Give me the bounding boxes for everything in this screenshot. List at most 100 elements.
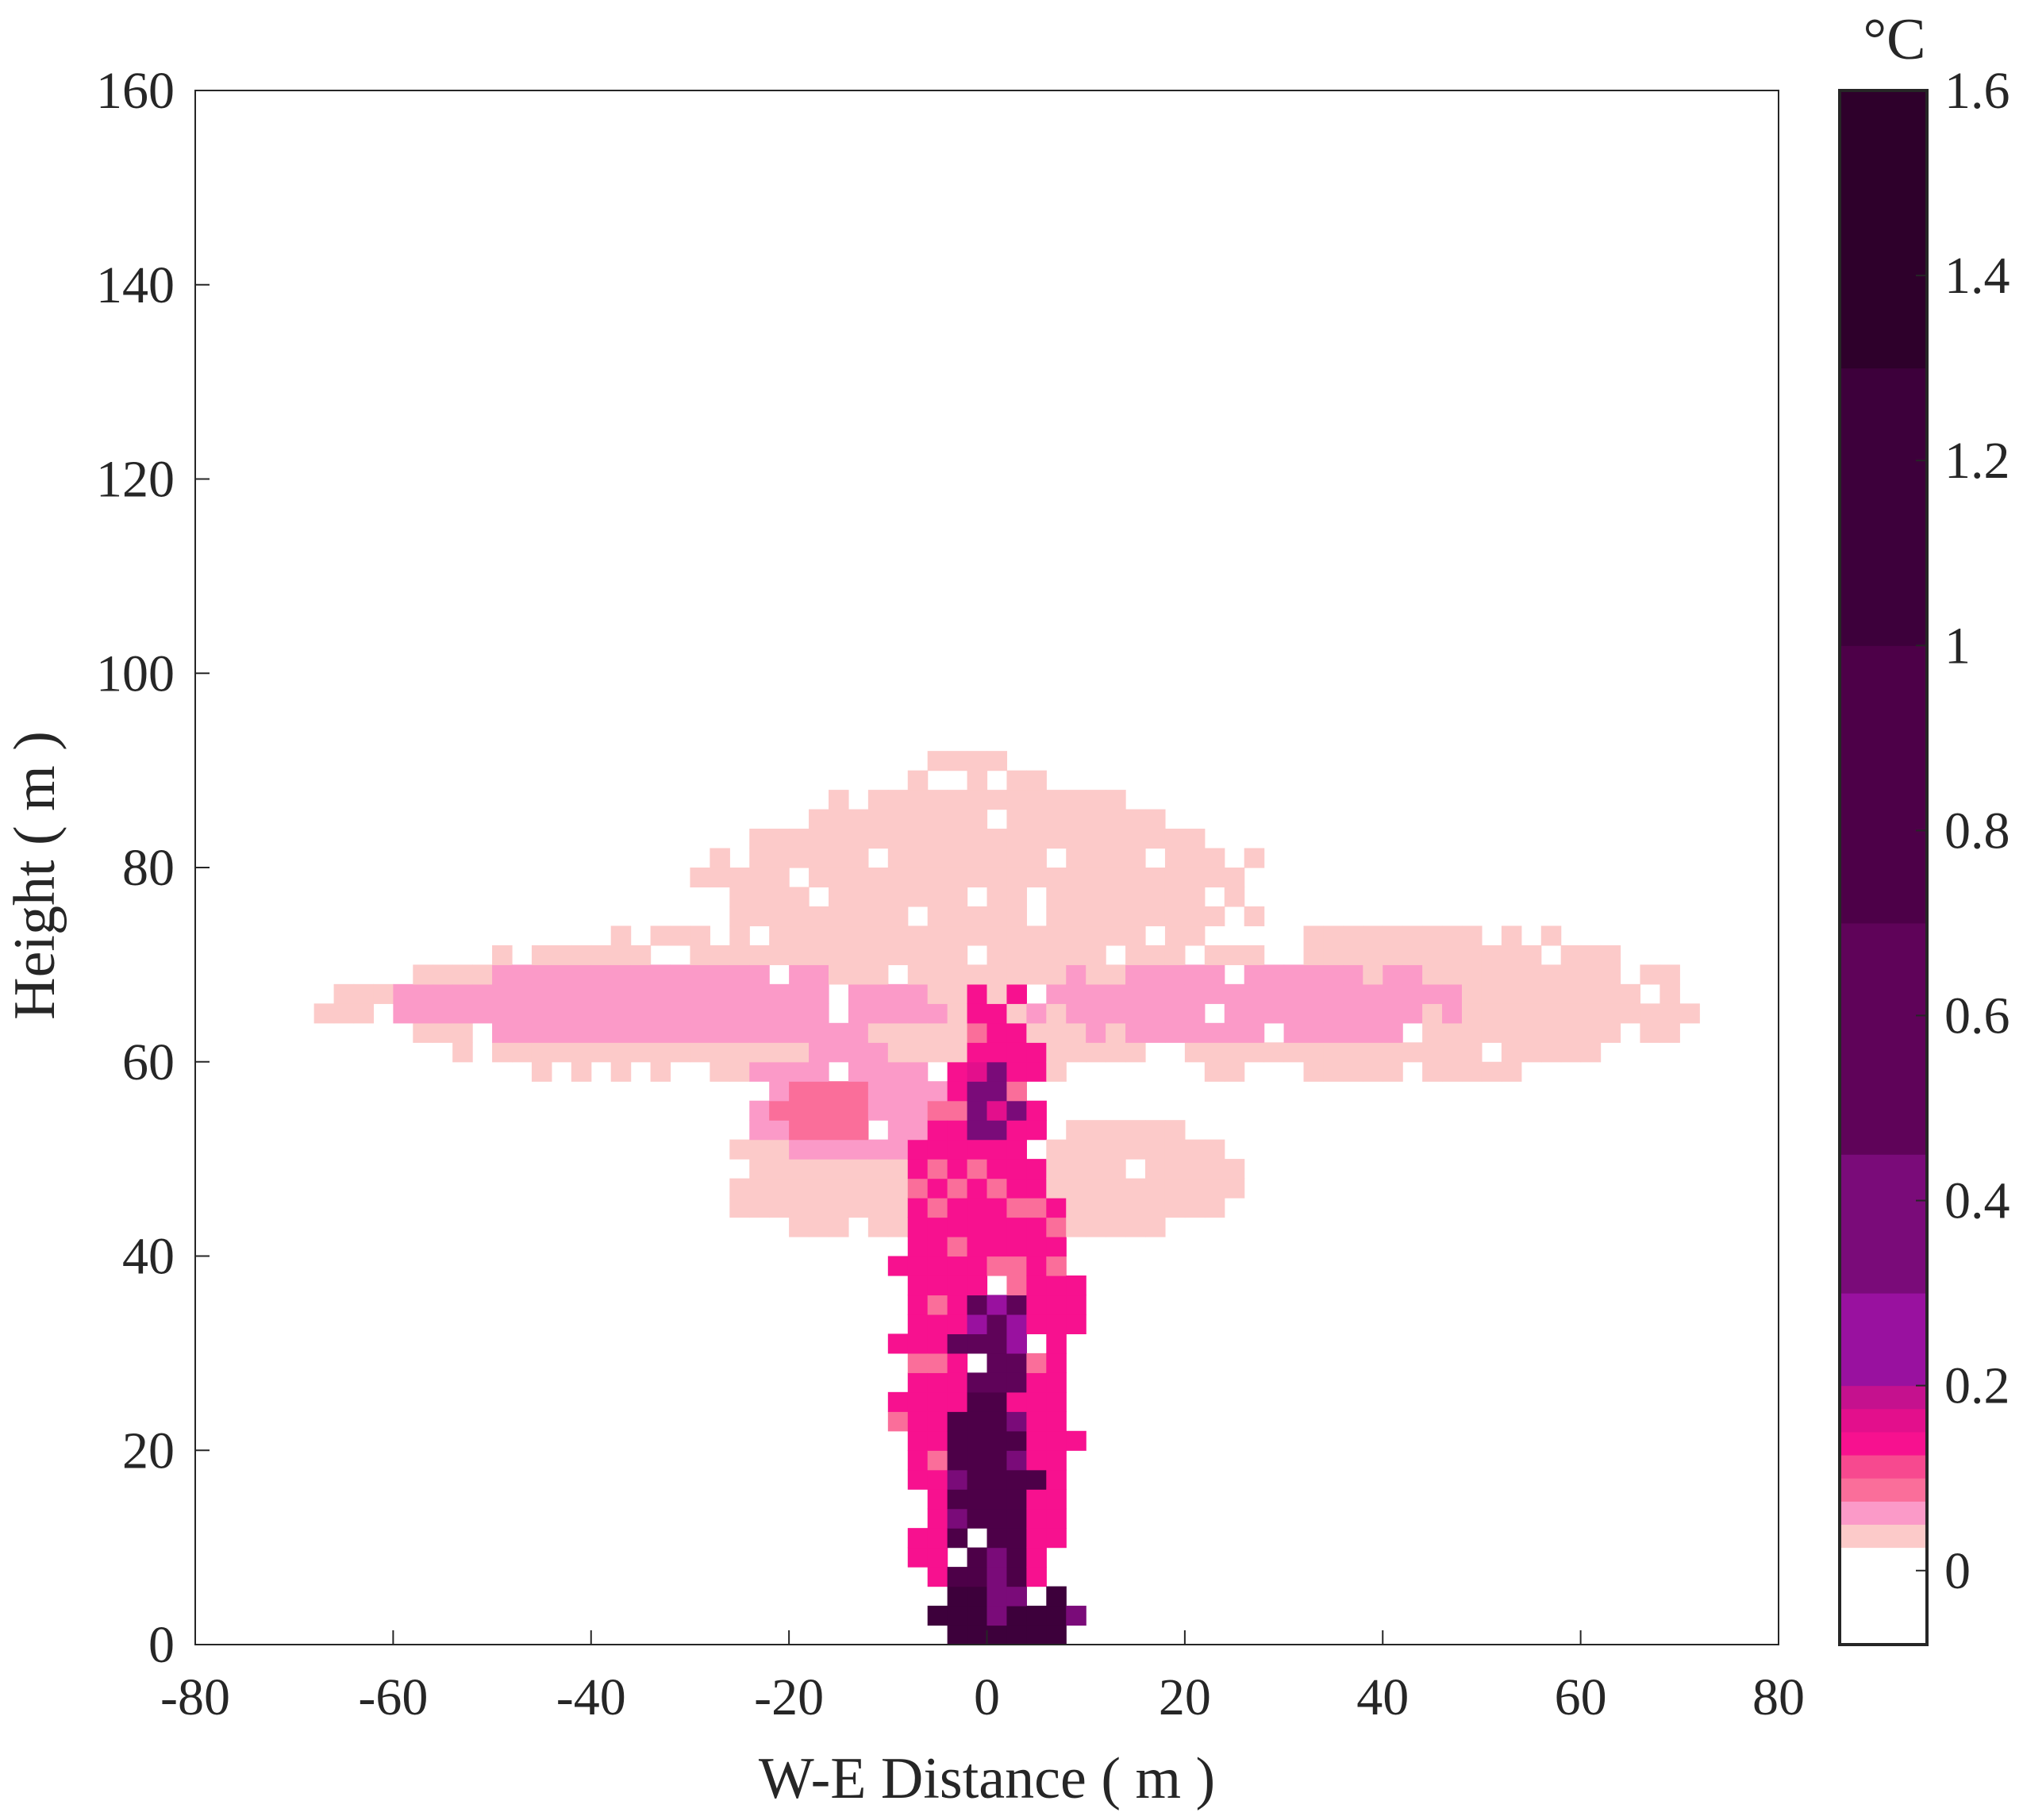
heatmap-cell: [947, 1372, 968, 1393]
heatmap-cell: [1383, 964, 1403, 985]
colorbar-segment: [1840, 1547, 1927, 1645]
heatmap-cell: [809, 1198, 829, 1218]
heatmap-cell: [927, 1411, 948, 1432]
heatmap-cell: [848, 1061, 869, 1082]
heatmap-cell: [1066, 1430, 1086, 1451]
heatmap-cell: [1184, 1003, 1206, 1024]
heatmap-cell: [809, 983, 829, 1004]
heatmap-cell: [809, 809, 829, 829]
heatmap-cell: [769, 906, 790, 927]
heatmap-cell: [987, 1256, 1008, 1276]
heatmap-cell: [927, 1237, 948, 1257]
colorbar-segment: [1840, 1154, 1927, 1294]
heatmap-cell: [927, 829, 948, 849]
heatmap-cell: [1303, 983, 1325, 1004]
heatmap-cell: [1066, 809, 1086, 829]
heatmap-cell: [789, 1042, 810, 1063]
heatmap-cell: [927, 1139, 948, 1160]
heatmap-cell: [789, 1022, 810, 1043]
heatmap-cell: [1422, 964, 1443, 985]
heatmap-cell: [927, 983, 948, 1004]
heatmap-cell: [1323, 945, 1344, 965]
heatmap-cell: [1640, 1003, 1660, 1024]
heatmap-cell: [1006, 1586, 1027, 1606]
heatmap-cell: [1086, 1178, 1106, 1199]
heatmap-cell: [1145, 1003, 1166, 1024]
heatmap-cell: [848, 829, 869, 849]
heatmap-cell: [1422, 1003, 1443, 1024]
heatmap-cell: [848, 1100, 869, 1121]
heatmap-cell: [1066, 983, 1086, 1004]
heatmap-cell: [947, 1450, 968, 1471]
heatmap-cell: [729, 887, 750, 907]
heatmap-cell: [1086, 829, 1106, 849]
heatmap-cell: [967, 1489, 988, 1510]
heatmap-cell: [1501, 1042, 1522, 1063]
heatmap-cell: [887, 1217, 909, 1237]
heatmap-cell: [848, 1159, 869, 1179]
heatmap-cell: [789, 1178, 810, 1199]
heatmap-cell: [947, 1275, 968, 1296]
heatmap-cell: [769, 1042, 790, 1063]
heatmap-cell: [1540, 983, 1562, 1004]
heatmap-cell: [769, 1081, 790, 1102]
heatmap-cell: [1006, 1547, 1027, 1568]
heatmap-cell: [650, 1003, 671, 1024]
heatmap-cell: [1106, 809, 1126, 829]
heatmap-cell: [1323, 1003, 1344, 1024]
heatmap-cell: [749, 964, 770, 985]
x-tick-label: 40: [1356, 1668, 1409, 1726]
heatmap-cell: [769, 887, 790, 907]
heatmap-cell: [749, 1061, 770, 1082]
heatmap-cell: [927, 809, 948, 829]
heatmap-cell: [887, 1256, 909, 1276]
heatmap-cell: [987, 945, 1008, 965]
heatmap-cell: [947, 809, 968, 829]
heatmap-cell: [967, 964, 988, 985]
heatmap-cell: [887, 868, 909, 888]
heatmap-cell: [867, 1003, 889, 1024]
heatmap-cell: [1066, 1178, 1086, 1199]
heatmap-cell: [829, 1042, 849, 1063]
heatmap-cell: [1383, 925, 1403, 946]
heatmap-cell: [1263, 964, 1285, 985]
heatmap-cell: [987, 1120, 1008, 1141]
heatmap-cell: [1540, 925, 1562, 946]
heatmap-cell: [789, 887, 810, 907]
heatmap-cell: [1501, 945, 1522, 965]
heatmap-cell: [1343, 1061, 1363, 1082]
heatmap-cell: [1383, 945, 1403, 965]
heatmap-cell: [789, 1198, 810, 1218]
heatmap-cell: [907, 1198, 929, 1218]
heatmap-cell: [1560, 1042, 1582, 1063]
heatmap-cell: [1026, 1198, 1047, 1218]
heatmap-cell: [987, 1237, 1008, 1257]
heatmap-cell: [1164, 1139, 1186, 1160]
heatmap-cell: [590, 983, 612, 1004]
heatmap-cell: [1244, 1042, 1265, 1063]
heatmap-cell: [1006, 1314, 1027, 1334]
heatmap-cell: [1303, 1003, 1325, 1024]
heatmap-cell: [1343, 964, 1363, 985]
heatmap-cell: [1442, 983, 1463, 1004]
heatmap-cell: [829, 945, 849, 965]
heatmap-cell: [848, 868, 869, 888]
heatmap-cell: [670, 964, 691, 985]
heatmap-cell: [887, 1120, 909, 1141]
y-tick-label: 20: [122, 1422, 175, 1479]
heatmap-cell: [829, 790, 849, 810]
heatmap-cell: [887, 1198, 909, 1218]
heatmap-cell: [1086, 790, 1106, 810]
heatmap-cell: [1086, 925, 1106, 946]
heatmap-cell: [967, 848, 988, 868]
heatmap-cell: [1145, 964, 1166, 985]
heatmap-cell: [829, 809, 849, 829]
heatmap-cell: [1046, 1314, 1067, 1334]
heatmap-cell: [1046, 1333, 1067, 1354]
heatmap-cell: [512, 983, 533, 1004]
heatmap-cell: [907, 964, 929, 985]
heatmap-cell: [1442, 1022, 1463, 1043]
heatmap-cell: [1679, 1003, 1700, 1024]
heatmap-cell: [1540, 1042, 1562, 1063]
heatmap-cell: [492, 1042, 513, 1063]
